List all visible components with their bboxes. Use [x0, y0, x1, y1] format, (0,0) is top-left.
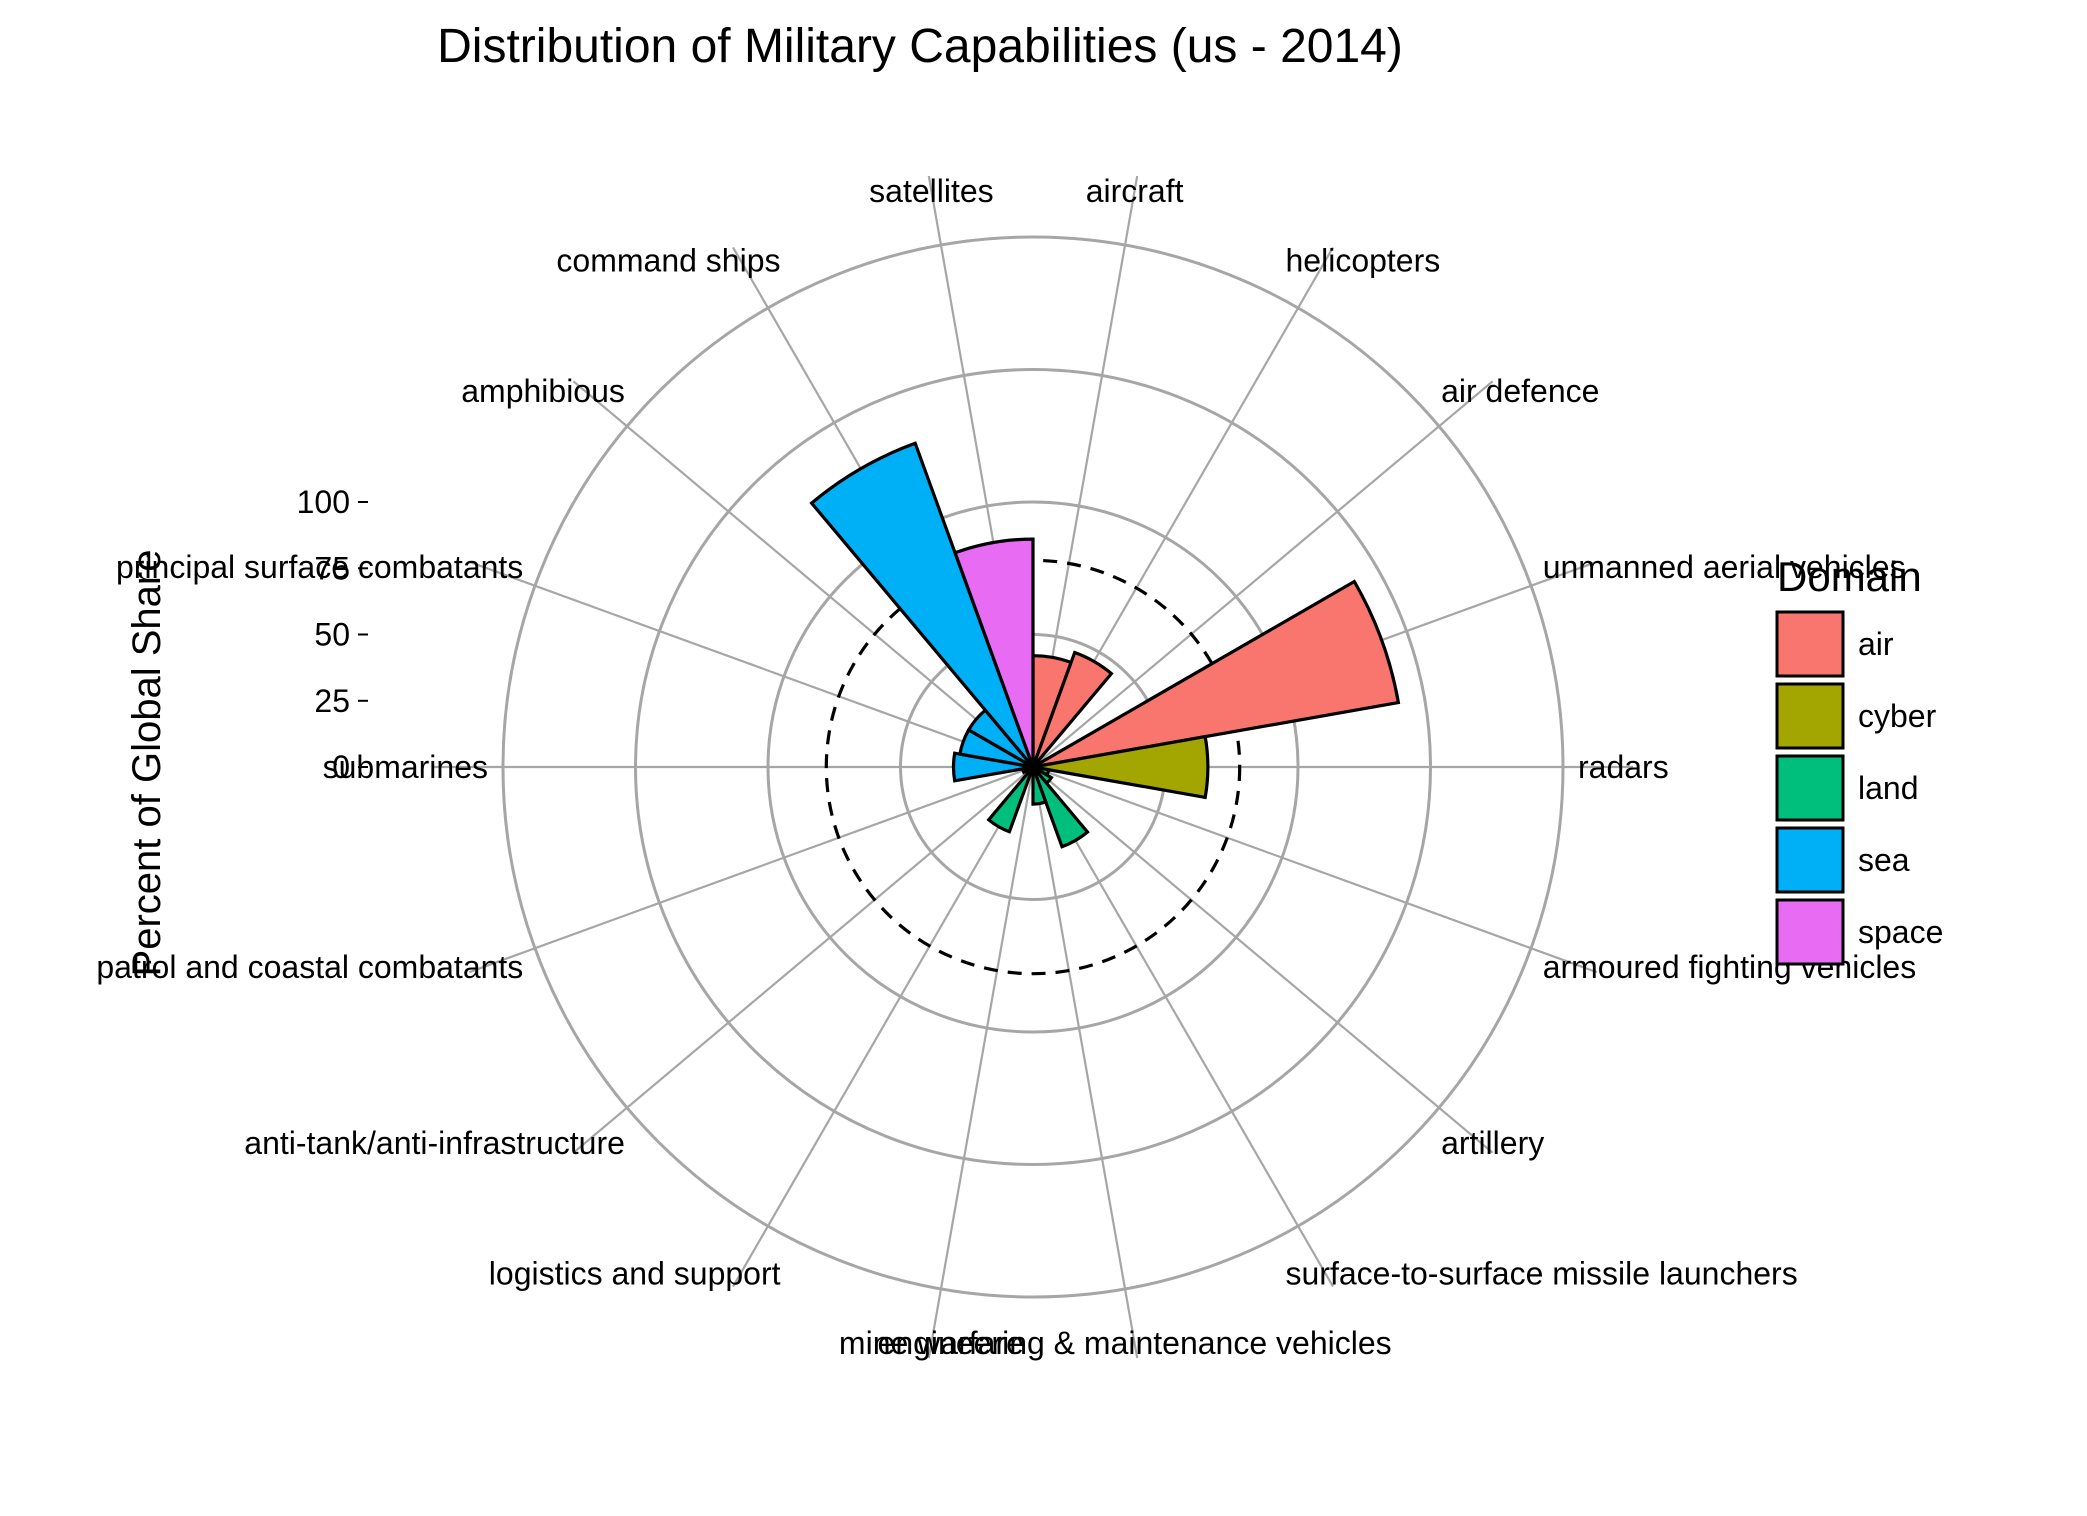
bars [809, 441, 1401, 849]
spoke-line [1031, 766, 1139, 1359]
bar-logistics-and-support [986, 765, 1035, 834]
legend-swatch-space [1775, 898, 1845, 966]
category-label: artillery [1441, 1125, 1544, 1161]
y-tick-label: 75 [314, 550, 350, 586]
y-tick-label: 25 [314, 683, 350, 719]
category-label: surface-to-surface missile launchers [1286, 1256, 1798, 1292]
bar-command-ships [809, 441, 1035, 769]
chart-title: Distribution of Military Capabilities (u… [437, 20, 1403, 73]
spoke-line [927, 766, 1035, 1359]
category-label: helicopters [1286, 242, 1441, 278]
spoke-line [732, 766, 1034, 1288]
grid-circle [501, 235, 1565, 1299]
legend-swatch-air [1775, 610, 1845, 678]
bar-engineering-maintenance-vehicles [1031, 766, 1048, 806]
category-label: submarines [323, 749, 488, 785]
category-label: air defence [1441, 373, 1599, 409]
y-tick-label: 100 [297, 484, 350, 520]
category-label: armoured fighting vehicles [1543, 949, 1917, 985]
category-label: radars [1578, 749, 1669, 785]
legend-label-sea: sea [1858, 842, 1910, 878]
y-tick-label: 0 [332, 749, 350, 785]
legend: Domain air cyber land sea space [1775, 553, 1943, 966]
legend-label-space: space [1858, 914, 1943, 950]
bar-helicopters [1031, 650, 1114, 769]
category-label: principal surface combatants [116, 549, 523, 585]
category-label: logistics and support [489, 1256, 781, 1292]
bar-unmanned-aerial-vehicles [1032, 579, 1401, 769]
spoke-line [572, 380, 1034, 768]
spoke-line [1032, 766, 1494, 1154]
bar-surface-to-surface-missile-launchers [1031, 765, 1090, 849]
grid-circle [766, 500, 1300, 1034]
legend-label-cyber: cyber [1858, 698, 1937, 734]
grid [433, 175, 1633, 1359]
category-label: patrol and coastal combatants [96, 949, 523, 985]
legend-swatch-cyber [1775, 682, 1845, 750]
spoke-line [468, 765, 1034, 974]
y-axis-title: Percent of Global Share [125, 550, 169, 977]
legend-title: Domain [1777, 553, 1922, 600]
y-tick-label: 50 [314, 617, 350, 653]
spoke-line [572, 766, 1034, 1154]
legend-swatch-land [1775, 754, 1845, 822]
category-label: engineering & maintenance vehicles [878, 1325, 1392, 1361]
spoke-line [1032, 380, 1494, 768]
category-label: aircraft [1086, 173, 1184, 209]
grid-circle [634, 368, 1432, 1166]
category-label: amphibious [461, 373, 625, 409]
spoke-line [1032, 766, 1334, 1288]
category-label: mine warfare [839, 1325, 1024, 1361]
spoke-line [1032, 765, 1598, 974]
category-labels: aircraft helicopters air defence unmanned a… [96, 173, 1916, 1361]
bar-radars [1032, 734, 1210, 800]
bar-satellites [953, 537, 1035, 768]
category-label: satellites [869, 173, 994, 209]
legend-label-land: land [1858, 770, 1919, 806]
legend-label-air: air [1858, 626, 1894, 662]
category-label: command ships [556, 242, 780, 278]
y-axis-ticks: 0 25 50 75 100 [297, 484, 368, 785]
category-label: anti-tank/anti-infrastructure [244, 1125, 625, 1161]
category-label: unmanned aerial vehicles [1543, 549, 1906, 585]
spoke-line [468, 560, 1034, 769]
legend-swatch-sea [1775, 826, 1845, 894]
bar-submarines [951, 751, 1034, 783]
